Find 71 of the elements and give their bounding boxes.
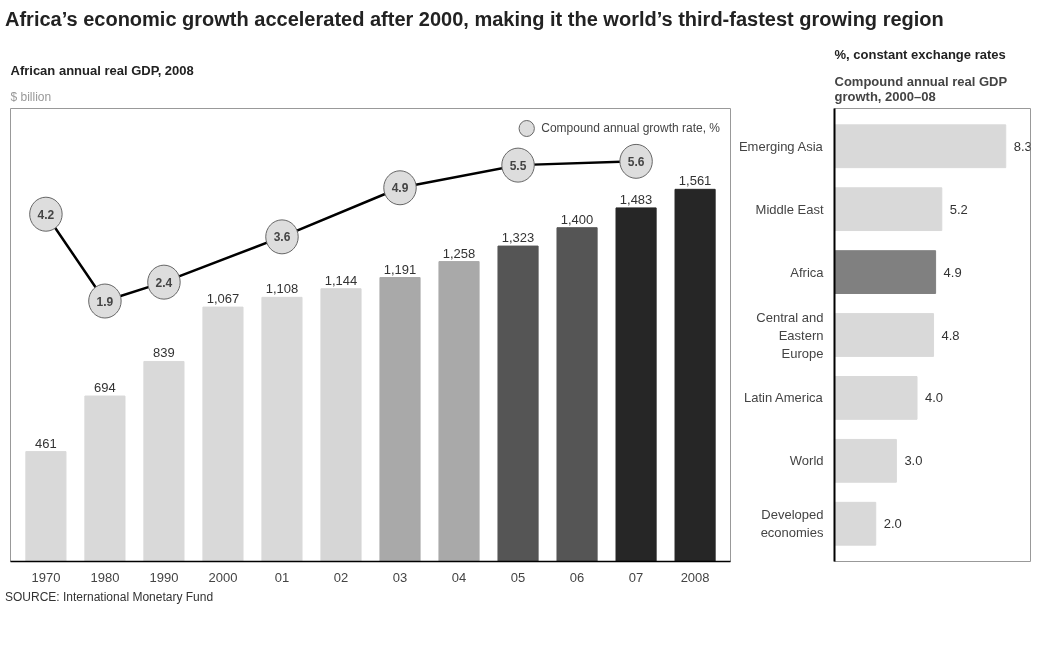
x-tick-label: 1980 bbox=[90, 569, 120, 585]
bar bbox=[615, 206, 657, 562]
data-label: 5.2 bbox=[949, 201, 968, 217]
data-label: 461 bbox=[35, 435, 57, 451]
y-tick-label: Latin America bbox=[744, 389, 824, 405]
y-tick-label: Developed economies bbox=[760, 506, 824, 540]
data-label: 4.9 bbox=[391, 180, 409, 195]
data-label: 1,561 bbox=[678, 172, 712, 188]
bar bbox=[834, 438, 897, 483]
bar bbox=[674, 188, 716, 562]
bar bbox=[834, 501, 877, 546]
bar bbox=[261, 296, 303, 562]
data-label: 1,258 bbox=[442, 245, 476, 261]
x-tick-label: 2000 bbox=[208, 569, 238, 585]
bar bbox=[438, 260, 480, 562]
data-label: 1,191 bbox=[383, 261, 417, 277]
data-label: 2.4 bbox=[155, 275, 173, 290]
bar bbox=[84, 395, 126, 562]
y-axis-title: $ billion bbox=[10, 89, 52, 104]
data-label: 8.3 bbox=[1013, 138, 1032, 154]
data-label: 2.0 bbox=[883, 515, 902, 531]
x-tick-label: 1990 bbox=[149, 569, 179, 585]
y-tick-label: Emerging Asia bbox=[738, 138, 824, 154]
data-label: 4.8 bbox=[941, 327, 960, 343]
x-tick-label: 1970 bbox=[31, 569, 61, 585]
data-label: 694 bbox=[94, 379, 116, 395]
x-tick-label: 04 bbox=[451, 569, 467, 585]
data-label: 839 bbox=[153, 345, 175, 361]
bar bbox=[25, 450, 67, 562]
bar bbox=[143, 360, 185, 562]
data-label: 1.9 bbox=[96, 294, 114, 309]
data-label: 4.2 bbox=[37, 207, 55, 222]
x-tick-label: 07 bbox=[628, 569, 644, 585]
source-note: SOURCE: International Monetary Fund bbox=[5, 588, 214, 606]
data-label: 1,400 bbox=[560, 211, 594, 227]
data-label: 1,108 bbox=[265, 280, 299, 296]
y-tick-label: Middle East bbox=[755, 201, 824, 217]
data-label: 1,067 bbox=[206, 290, 240, 306]
data-label: 1,323 bbox=[501, 229, 535, 245]
y-tick-label: Africa bbox=[790, 264, 825, 280]
chart-subtitle: African annual real GDP, 2008 bbox=[10, 62, 194, 78]
x-tick-label: 03 bbox=[392, 569, 408, 585]
bar bbox=[556, 226, 598, 562]
data-label: 4.0 bbox=[925, 389, 944, 405]
data-label: 5.6 bbox=[627, 154, 645, 169]
data-label: 1,144 bbox=[324, 272, 358, 288]
data-label: 1,483 bbox=[619, 191, 653, 207]
data-label: 4.9 bbox=[943, 264, 962, 280]
x-tick-label: 2008 bbox=[680, 569, 710, 585]
bar bbox=[834, 123, 1007, 168]
legend-label: Compound annual growth rate, % bbox=[541, 120, 720, 135]
bar bbox=[379, 276, 421, 562]
data-label: 3.0 bbox=[904, 452, 923, 468]
x-tick-label: 01 bbox=[274, 569, 290, 585]
y-tick-label: World bbox=[789, 452, 824, 468]
bar bbox=[497, 245, 539, 562]
x-tick-label: 02 bbox=[333, 569, 349, 585]
chart-subtitle: %, constant exchange rates bbox=[834, 46, 1006, 62]
bar bbox=[834, 186, 943, 231]
x-tick-label: 06 bbox=[569, 569, 585, 585]
chart-title: Compound annual real GDP growth, 2000–08 bbox=[834, 73, 1008, 104]
bar bbox=[834, 312, 935, 357]
chart-title: Africa’s economic growth accelerated after 2000, making it the world’s third-fastest growing region bbox=[5, 7, 944, 32]
bar bbox=[834, 249, 937, 294]
x-tick-label: 05 bbox=[510, 569, 526, 585]
data-label: 5.5 bbox=[509, 158, 527, 173]
bar bbox=[834, 375, 918, 420]
bar bbox=[202, 306, 244, 562]
bar bbox=[320, 287, 362, 562]
data-label: 3.6 bbox=[273, 229, 291, 244]
y-tick-label: Central and Eastern Europe bbox=[756, 309, 824, 361]
